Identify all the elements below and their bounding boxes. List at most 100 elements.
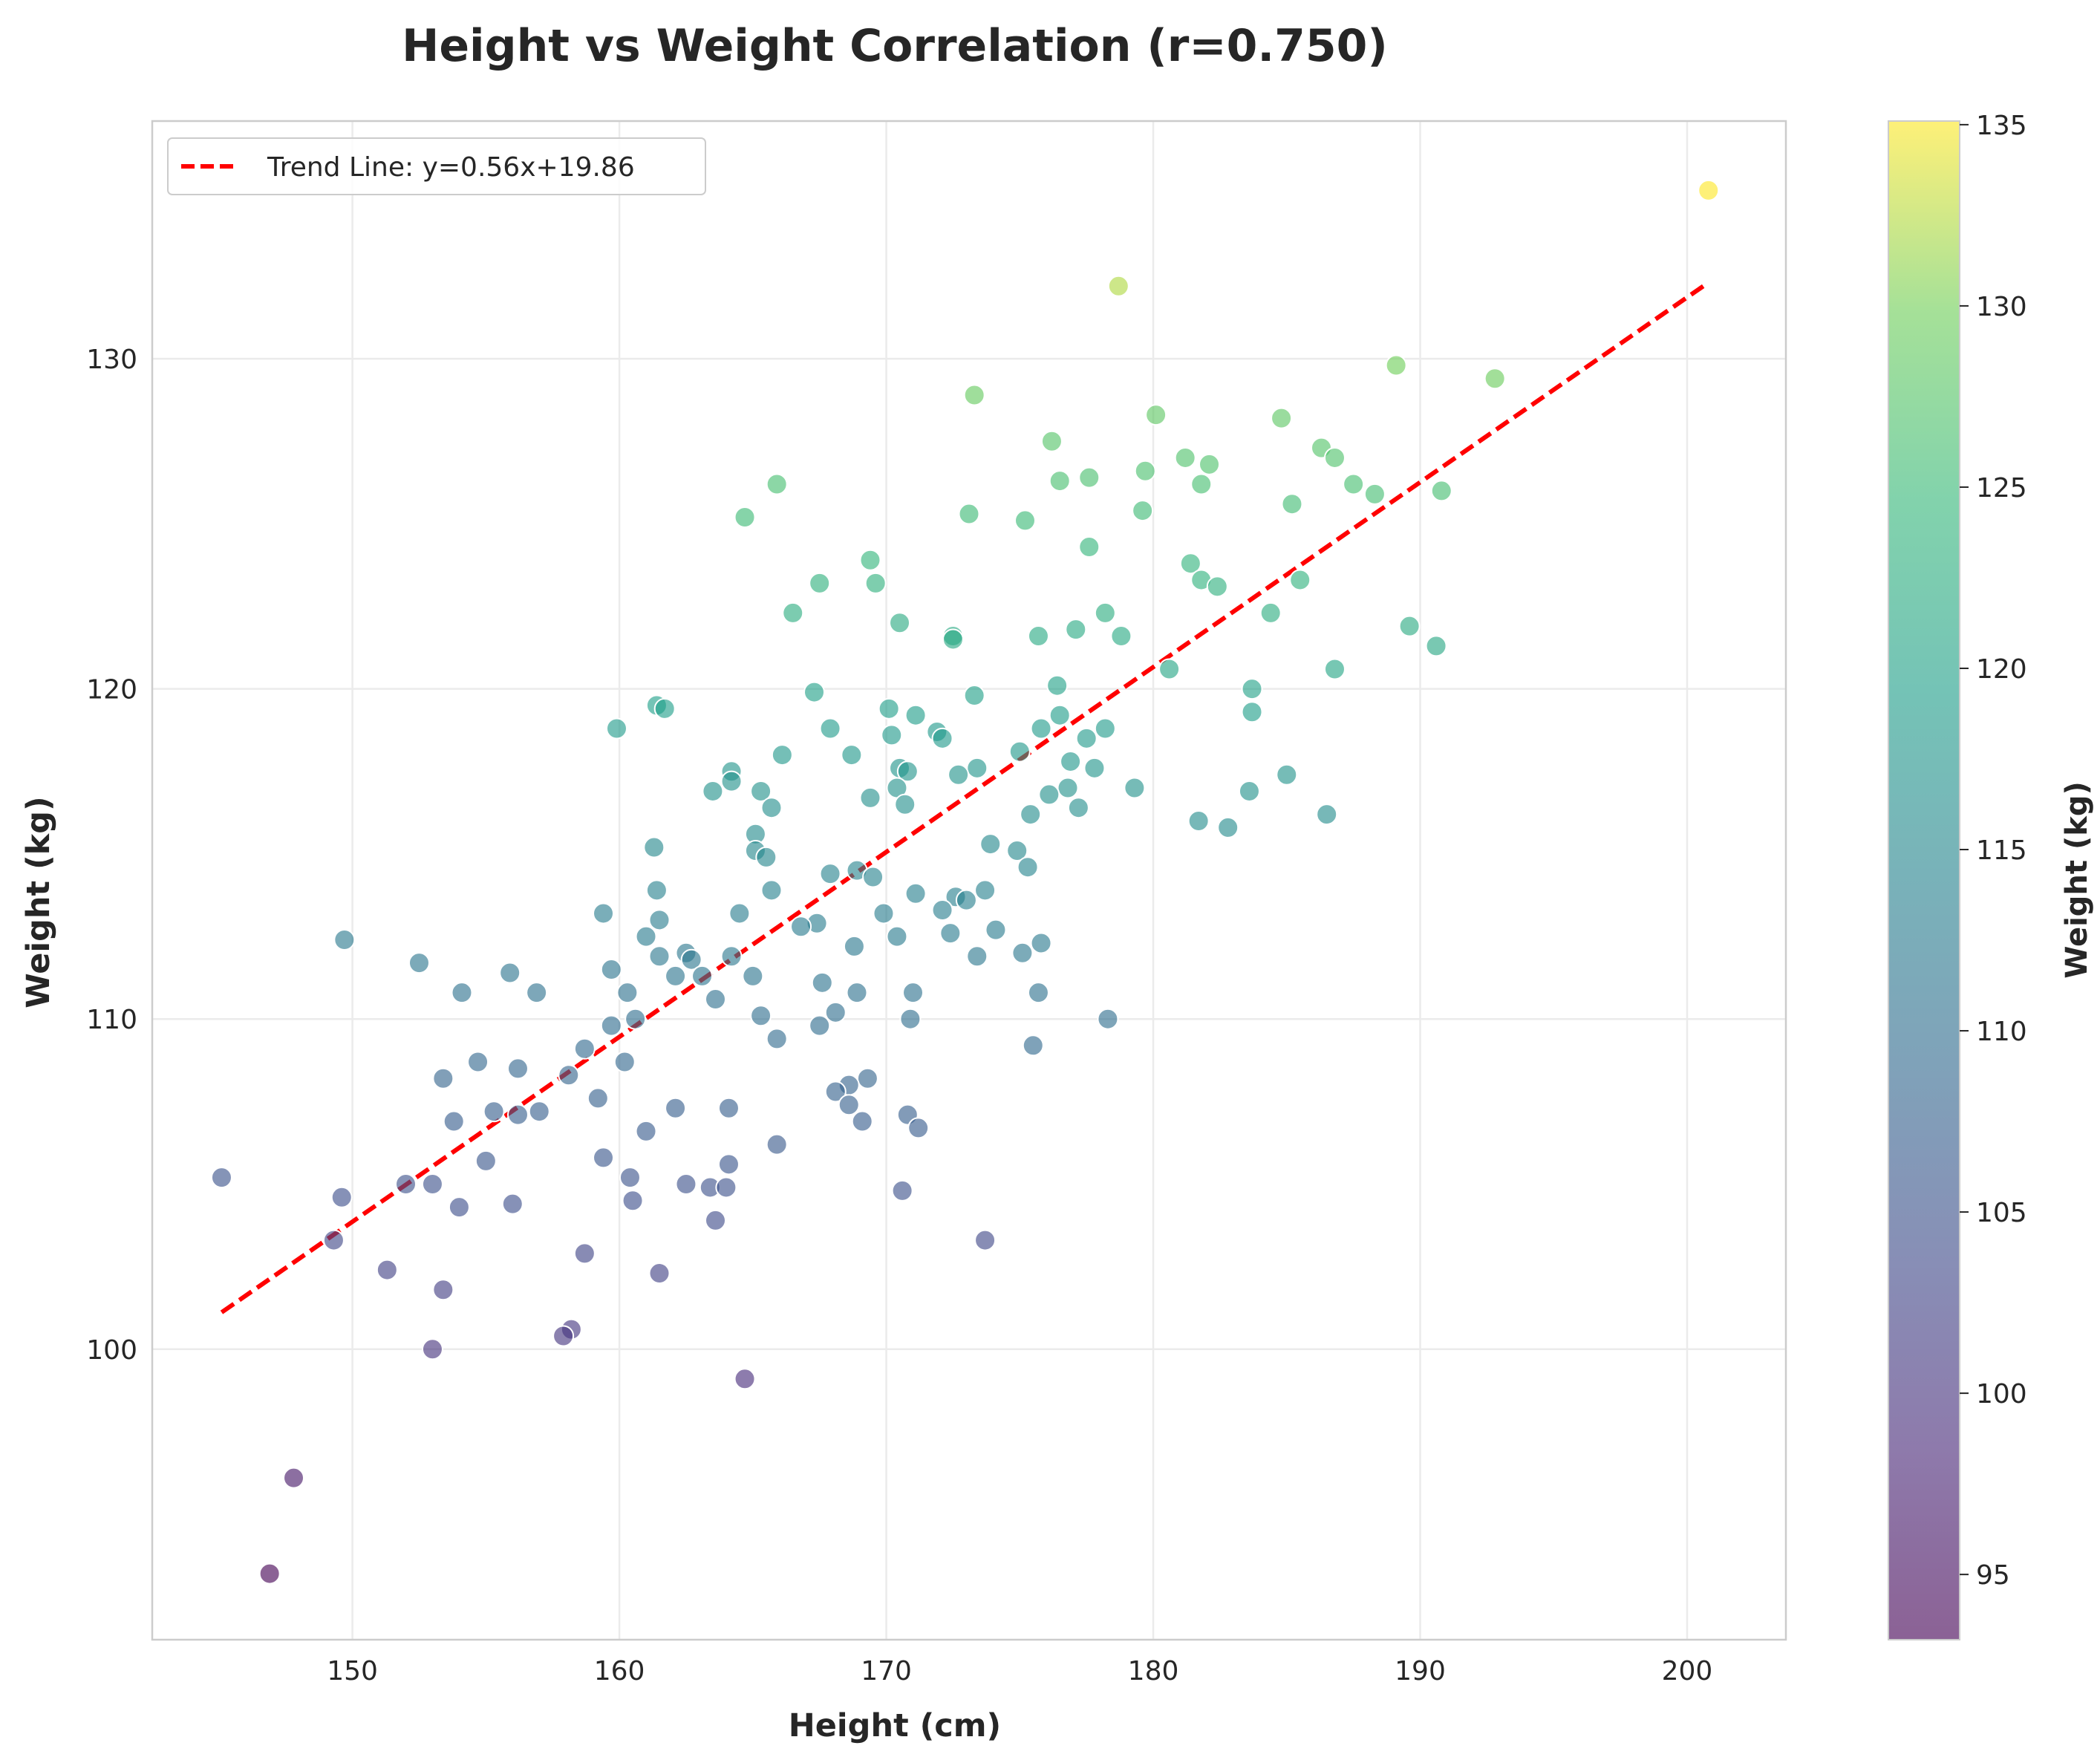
scatter-point xyxy=(322,1229,345,1251)
scatter-point xyxy=(873,902,895,925)
scatter-point xyxy=(889,612,911,634)
scatter-point xyxy=(755,846,777,868)
colorbar-tick-label: 110 xyxy=(1976,1017,2027,1047)
scatter-point xyxy=(499,962,521,984)
scatter-point xyxy=(1027,982,1049,1004)
scatter-point xyxy=(878,697,900,720)
scatter-point xyxy=(771,744,793,766)
scatter-point xyxy=(963,685,985,707)
scatter-point xyxy=(942,628,964,651)
scatter-point xyxy=(974,879,997,902)
scatter-point xyxy=(333,929,356,951)
scatter-point xyxy=(1698,179,1720,201)
scatter-point xyxy=(715,1176,737,1199)
scatter-points xyxy=(210,179,1720,1585)
y-tick-label: 130 xyxy=(86,345,137,375)
scatter-point xyxy=(974,1229,997,1251)
colorbar-tick-label: 105 xyxy=(1976,1198,2027,1228)
scatter-point xyxy=(979,833,1002,855)
x-axis-label: Height (cm) xyxy=(789,1707,1001,1744)
scatter-point xyxy=(506,1057,529,1080)
scatter-point xyxy=(648,1262,671,1285)
scatter-point xyxy=(1046,674,1069,697)
scatter-point xyxy=(613,1051,636,1073)
scatter-point xyxy=(645,879,668,902)
x-tick-label: 150 xyxy=(327,1656,378,1686)
scatter-point xyxy=(648,945,671,968)
scatter-point xyxy=(760,879,783,902)
scatter-point xyxy=(1078,535,1100,558)
scatter-point xyxy=(1030,717,1052,740)
scatter-point xyxy=(1271,407,1293,429)
colorbar-frame xyxy=(1888,120,1960,1640)
colorbar-tick-label: 130 xyxy=(1976,292,2027,322)
legend: Trend Line: y=0.56x+19.86 xyxy=(167,137,706,195)
x-axis-ticks: 150 160 170 180 190 200 xyxy=(327,1656,1712,1686)
scatter-point xyxy=(843,935,865,957)
scatter-point xyxy=(1078,466,1100,489)
scatter-point xyxy=(958,503,980,525)
scatter-point xyxy=(680,948,702,971)
scatter-point xyxy=(1132,500,1154,522)
scatter-point xyxy=(948,763,970,786)
scatter-point xyxy=(790,916,812,938)
scatter-point xyxy=(1067,797,1089,819)
scatter-point xyxy=(1134,460,1156,482)
scatter-point xyxy=(1179,553,1201,575)
scatter-point xyxy=(619,1167,641,1189)
scatter-point xyxy=(864,572,887,594)
scatter-point xyxy=(824,1001,847,1023)
scatter-point xyxy=(421,1173,443,1195)
scatter-point xyxy=(593,902,615,925)
colorbar-gradient xyxy=(1888,121,1960,1640)
scatter-point xyxy=(432,1279,454,1301)
scatter-point xyxy=(886,925,908,948)
scatter-point xyxy=(1014,509,1036,532)
scatter-point xyxy=(1425,635,1447,657)
scatter-point xyxy=(985,919,1007,941)
scatter-point xyxy=(210,1167,232,1189)
colorbar-tick-label: 135 xyxy=(1976,111,2027,141)
scatter-point xyxy=(766,473,788,495)
scatter-point xyxy=(782,602,804,624)
scatter-point xyxy=(851,1110,873,1132)
scatter-point xyxy=(1022,1034,1044,1057)
scatter-point xyxy=(1385,354,1407,377)
scatter-point xyxy=(728,902,751,925)
scatter-point xyxy=(1017,856,1039,879)
scatter-point xyxy=(1006,839,1028,861)
scatter-point xyxy=(838,1094,860,1116)
scatter-point xyxy=(408,952,430,974)
scatter-point xyxy=(1281,493,1303,515)
scatter-point xyxy=(1049,470,1071,492)
y-tick-label: 110 xyxy=(86,1005,137,1035)
scatter-point xyxy=(894,793,916,815)
scatter-point xyxy=(841,744,863,766)
scatter-point xyxy=(1065,619,1087,641)
scatter-point xyxy=(526,982,548,1004)
scatter-point xyxy=(622,1190,644,1212)
scatter-point xyxy=(742,965,764,987)
scatter-point xyxy=(1030,932,1052,954)
scatter-point xyxy=(720,945,743,968)
colorbar-tick-label: 95 xyxy=(1976,1560,2010,1591)
scatter-point xyxy=(1174,446,1196,469)
scatter-point xyxy=(665,965,687,987)
scatter-point xyxy=(376,1259,398,1281)
scatter-point xyxy=(734,1368,756,1390)
scatter-point xyxy=(1097,1008,1119,1030)
scatter-point xyxy=(600,959,622,981)
scatter-point xyxy=(1011,942,1034,964)
x-tick-label: 170 xyxy=(861,1656,912,1686)
scatter-point xyxy=(939,922,962,945)
scatter-point xyxy=(734,506,756,528)
scatter-point xyxy=(552,1325,575,1347)
scatter-point xyxy=(1259,602,1282,624)
scatter-point xyxy=(881,724,903,746)
scatter-point xyxy=(573,1037,596,1060)
scatter-point xyxy=(691,965,714,987)
scatter-point xyxy=(704,988,726,1011)
scatter-point xyxy=(448,1196,470,1219)
scatter-point xyxy=(750,780,772,802)
